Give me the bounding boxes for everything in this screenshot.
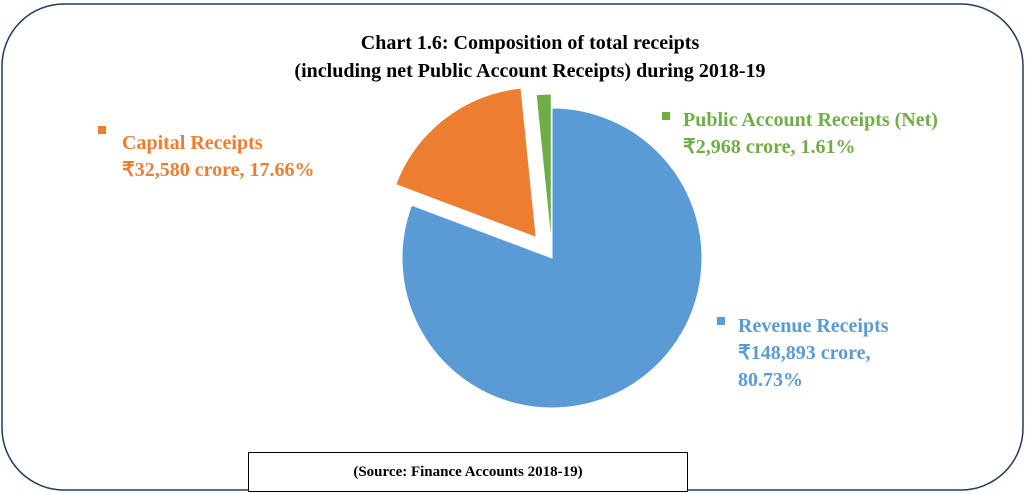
data-label: Revenue Receipts ₹148,893 crore, 80.73% [738, 313, 908, 394]
pie-slice [401, 107, 703, 409]
value-label: ₹148,893 crore, 80.73% [738, 342, 871, 391]
chart-subtitle: (including net Public Account Receipts) … [294, 60, 766, 82]
value-label: ₹32,580 crore, 17.66% [122, 159, 315, 181]
category-label: Capital Receipts [122, 132, 263, 154]
category-label: Public Account Receipts (Net) [683, 109, 938, 131]
data-label: Public Account Receipts (Net) ₹2,968 cro… [683, 107, 958, 161]
legend-marker [717, 317, 725, 325]
data-label: Capital Receipts ₹32,580 crore, 17.66% [122, 130, 382, 184]
legend-marker [662, 112, 670, 120]
value-label: ₹2,968 crore, 1.61% [683, 136, 856, 158]
pie-slice [395, 87, 537, 239]
legend-marker [98, 126, 106, 134]
chart-title: Chart 1.6: Composition of total receipts [360, 32, 700, 54]
category-label: Revenue Receipts [738, 315, 889, 337]
source-note: (Source: Finance Accounts 2018-19) [248, 452, 688, 492]
pie-slice [535, 93, 552, 245]
